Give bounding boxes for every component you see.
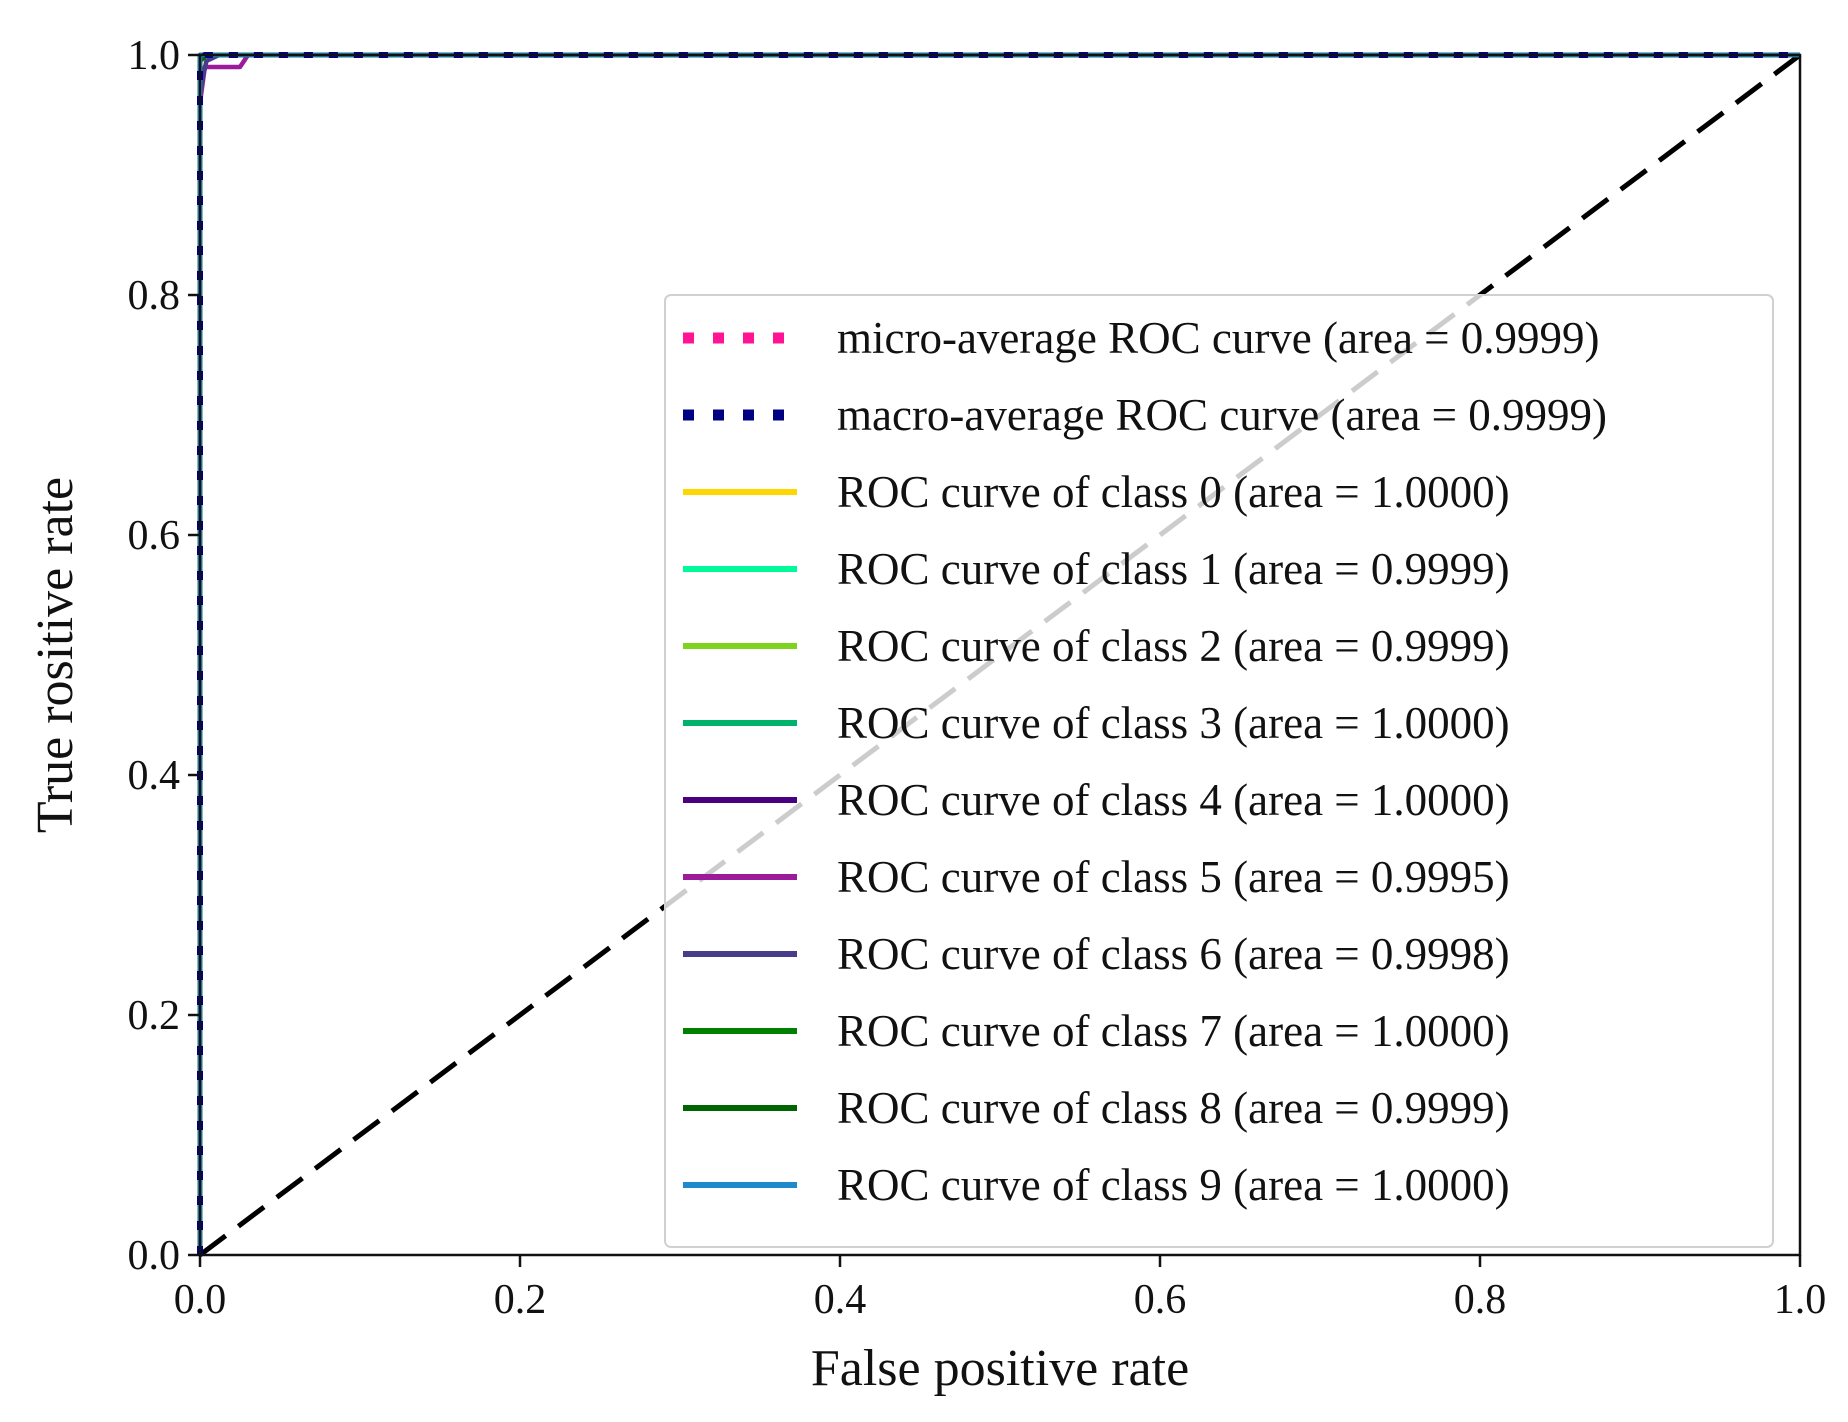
x-tick-label: 0.2 xyxy=(494,1277,547,1323)
x-tick-label: 0.4 xyxy=(814,1277,867,1323)
y-tick-label: 1.0 xyxy=(128,33,181,79)
legend-label-4: ROC curve of class 2 (area = 0.9999) xyxy=(837,621,1510,671)
y-tick-label: 0.6 xyxy=(128,513,181,559)
legend-label-1: macro-average ROC curve (area = 0.9999) xyxy=(837,390,1607,440)
legend-box xyxy=(664,294,1774,1248)
y-tick-label: 0.2 xyxy=(128,993,181,1039)
legend-label-3: ROC curve of class 1 (area = 0.9999) xyxy=(837,544,1510,594)
legend: micro-average ROC curve (area = 0.9999) m… xyxy=(664,294,1774,1248)
legend-label-2: ROC curve of class 0 (area = 1.0000) xyxy=(837,467,1510,517)
x-axis-title: False positive rate xyxy=(811,1340,1189,1397)
x-tick-label: 1.0 xyxy=(1774,1277,1827,1323)
legend-label-11: ROC curve of class 9 (area = 1.0000) xyxy=(837,1160,1510,1210)
legend-label-6: ROC curve of class 4 (area = 1.0000) xyxy=(837,775,1510,825)
legend-label-7: ROC curve of class 5 (area = 0.9995) xyxy=(837,852,1510,902)
y-tick-label: 0.4 xyxy=(128,753,181,799)
x-tick-label: 0.6 xyxy=(1134,1277,1187,1323)
y-axis-title: True rositive rate xyxy=(27,477,84,833)
legend-label-0: micro-average ROC curve (area = 0.9999) xyxy=(837,313,1600,363)
x-tick-label: 0.8 xyxy=(1454,1277,1507,1323)
y-tick-label: 0.8 xyxy=(128,273,181,319)
legend-items: micro-average ROC curve (area = 0.9999) m… xyxy=(683,313,1607,1210)
y-tick-label: 0.0 xyxy=(128,1233,181,1279)
x-tick-label: 0.0 xyxy=(174,1277,227,1323)
plot-frame xyxy=(198,53,1802,1257)
legend-label-8: ROC curve of class 6 (area = 0.9998) xyxy=(837,929,1510,979)
legend-label-5: ROC curve of class 3 (area = 1.0000) xyxy=(837,698,1510,748)
legend-label-9: ROC curve of class 7 (area = 1.0000) xyxy=(837,1006,1510,1056)
legend-label-10: ROC curve of class 8 (area = 0.9999) xyxy=(837,1083,1510,1133)
axis-ticks: 0.0 0.2 0.4 0.6 0.8 1.0 0.0 0.2 0.4 0.6 0.8 1.0 xyxy=(128,33,1827,1323)
